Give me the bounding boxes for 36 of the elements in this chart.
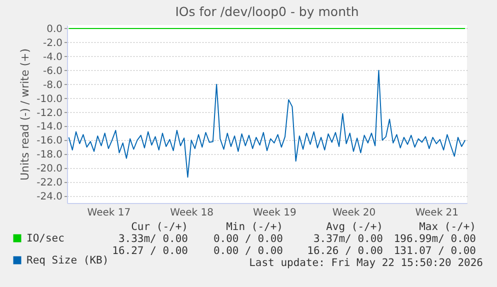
text: 131.07 / 0.00 bbox=[394, 245, 476, 257]
text: 196.99m/ 0.00 bbox=[394, 233, 476, 245]
text: Min (-/+) bbox=[226, 221, 283, 233]
text: Cur (-/+) bbox=[131, 221, 188, 233]
text: 0.00 / 0.00 bbox=[213, 245, 283, 257]
y-tick-label: -22.0 bbox=[36, 178, 62, 189]
text: Last update: Fri May 22 15:50:20 2026 bbox=[249, 257, 483, 269]
chart-title: IOs for /dev/loop0 - by month bbox=[175, 4, 359, 19]
y-tick-label: -12.0 bbox=[36, 108, 62, 119]
y-tick-label: -4.0 bbox=[42, 52, 62, 63]
x-tick-label: Week 18 bbox=[170, 208, 214, 218]
y-tick-label: -18.0 bbox=[36, 150, 62, 161]
legend-label: IO/sec bbox=[26, 232, 64, 244]
y-tick-label: -14.0 bbox=[36, 122, 62, 133]
y-tick-label: -10.0 bbox=[36, 94, 62, 105]
x-tick-label: Week 21 bbox=[415, 208, 459, 218]
x-tick-label: Week 19 bbox=[253, 208, 296, 218]
x-tick-label: Week 17 bbox=[87, 208, 131, 218]
text: 3.37m/ 0.00 bbox=[313, 233, 383, 245]
legend-label: Req Size (KB) bbox=[26, 254, 109, 266]
text: Max (-/+) bbox=[419, 221, 476, 233]
text: 16.26 / 0.00 bbox=[307, 245, 383, 257]
y-tick-label: -6.0 bbox=[42, 66, 62, 77]
y-tick-label: -20.0 bbox=[36, 164, 62, 175]
y-tick-label: -8.0 bbox=[42, 80, 62, 91]
text: 3.33m/ 0.00 bbox=[118, 233, 188, 245]
line-series bbox=[68, 70, 466, 178]
x-tick-label: Week 20 bbox=[332, 208, 376, 218]
y-axis-title: Units read (-) / write (+) bbox=[18, 48, 32, 181]
y-tick-label: -24.0 bbox=[36, 192, 62, 203]
y-tick-label: -2.0 bbox=[42, 38, 62, 49]
y-tick-label: -16.0 bbox=[36, 136, 62, 147]
text: 0.00 / 0.00 bbox=[213, 233, 283, 245]
y-tick-label: 0.0 bbox=[46, 24, 62, 35]
text: 16.27 / 0.00 bbox=[112, 245, 188, 257]
text: Avg (-/+) bbox=[326, 221, 383, 233]
